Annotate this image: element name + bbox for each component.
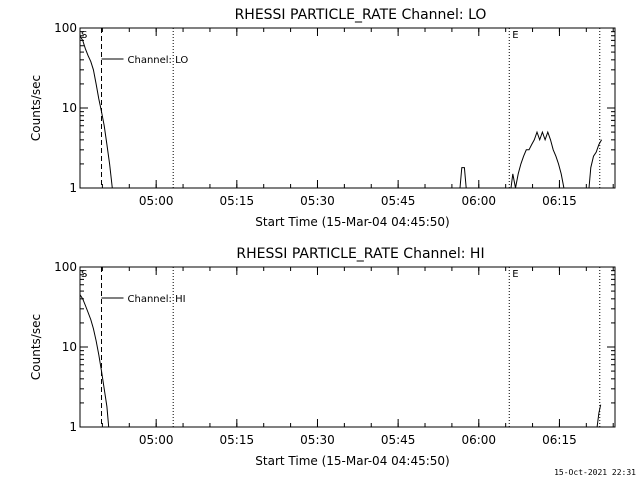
end-marker-label: E [512, 269, 518, 280]
series-line [459, 167, 467, 189]
x-tick-label: 06:00 [461, 194, 496, 208]
chart-title: RHESSI PARTICLE_RATE Channel: LO [235, 7, 487, 23]
x-tick-label: 06:00 [461, 433, 496, 447]
x-tick-label: 05:00 [139, 433, 174, 447]
end-marker-label: E [512, 30, 518, 41]
x-tick-label: 05:30 [300, 433, 335, 447]
chart-title: RHESSI PARTICLE_RATE Channel: HI [236, 246, 484, 262]
x-tick-label: 05:15 [220, 194, 255, 208]
x-tick-label: 06:15 [542, 194, 577, 208]
y-tick-label: 10 [62, 101, 77, 115]
y-tick-label: 1 [69, 420, 77, 434]
footer-timestamp: 15-Oct-2021 22:31 [554, 468, 636, 477]
x-axis-label: Start Time (15-Mar-04 04:45:50) [255, 454, 449, 468]
y-axis-label: Counts/sec [29, 75, 43, 141]
start-marker-label: S [81, 269, 87, 280]
x-tick-label: 05:45 [381, 194, 416, 208]
legend-label: Channel: HI [128, 294, 186, 305]
x-tick-label: 05:30 [300, 194, 335, 208]
plot-frame [79, 266, 616, 428]
plot-frame [79, 27, 616, 189]
y-tick-label: 100 [54, 260, 77, 274]
legend-label: Channel: LO [128, 55, 189, 66]
series-line [588, 139, 603, 189]
y-tick-label: 1 [69, 181, 77, 195]
chart-panel-lo: RHESSI PARTICLE_RATE Channel: LO Start Ti… [29, 7, 616, 229]
series-line [596, 404, 602, 428]
start-marker-label: S [81, 30, 87, 41]
x-tick-label: 05:00 [139, 194, 174, 208]
y-tick-label: 100 [54, 21, 77, 35]
chart-panel-hi: RHESSI PARTICLE_RATE Channel: HI Start Ti… [29, 246, 616, 468]
series-line [79, 294, 110, 428]
x-tick-label: 05:15 [220, 433, 255, 447]
x-tick-label: 05:45 [381, 433, 416, 447]
x-axis-label: Start Time (15-Mar-04 04:45:50) [255, 215, 449, 229]
series-line [79, 35, 113, 189]
y-tick-label: 10 [62, 340, 77, 354]
series-line [510, 130, 565, 189]
x-tick-label: 06:15 [542, 433, 577, 447]
y-axis-label: Counts/sec [29, 314, 43, 380]
